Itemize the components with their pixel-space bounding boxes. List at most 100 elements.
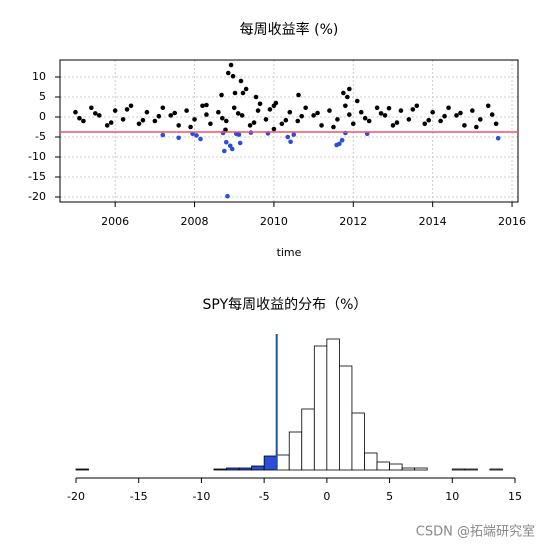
watermark: CSDN @拓端研究室 xyxy=(416,524,535,540)
point xyxy=(378,111,384,116)
point xyxy=(160,132,166,138)
point xyxy=(267,107,273,112)
point xyxy=(255,108,261,113)
bar xyxy=(301,408,315,471)
point xyxy=(136,121,142,127)
point xyxy=(263,117,269,122)
point xyxy=(394,120,400,125)
x-tick-label: 2006 xyxy=(101,215,129,228)
point xyxy=(194,133,199,138)
point xyxy=(251,120,257,125)
bar xyxy=(313,345,328,471)
point xyxy=(279,121,285,127)
point xyxy=(232,90,238,96)
point xyxy=(362,115,368,121)
point xyxy=(315,110,320,116)
x-tick-label: -10 xyxy=(192,490,210,503)
point xyxy=(124,107,130,112)
y-tick-label: -20 xyxy=(28,190,46,203)
point xyxy=(128,103,134,109)
point xyxy=(156,113,162,119)
point xyxy=(223,139,229,145)
point xyxy=(271,126,277,132)
point xyxy=(303,105,308,111)
point xyxy=(273,100,279,106)
point xyxy=(426,117,432,123)
point xyxy=(285,134,291,140)
x-tick-label: -15 xyxy=(130,490,148,503)
x-tick-label: -5 xyxy=(259,490,270,503)
x-tick-label: 2010 xyxy=(260,215,288,228)
bar xyxy=(326,338,340,471)
point xyxy=(327,108,332,113)
point xyxy=(112,108,118,113)
point xyxy=(192,117,197,122)
point xyxy=(184,108,189,113)
y-tick-label: 10 xyxy=(32,70,46,83)
point xyxy=(223,118,229,124)
bar xyxy=(401,467,416,471)
point xyxy=(225,70,231,76)
point xyxy=(454,113,459,118)
x-tick-label: 2014 xyxy=(419,215,447,228)
point xyxy=(172,110,177,116)
point xyxy=(229,146,235,152)
bar xyxy=(213,468,227,471)
point xyxy=(339,137,345,143)
bar xyxy=(489,468,503,471)
point xyxy=(140,117,146,123)
point xyxy=(257,101,263,107)
point xyxy=(335,117,340,122)
point xyxy=(366,118,372,124)
point xyxy=(283,117,289,123)
point xyxy=(96,113,102,118)
point xyxy=(296,92,301,98)
point xyxy=(438,118,443,124)
chart-title: SPY每周收益的分布（%） xyxy=(203,297,368,313)
bar xyxy=(276,454,290,471)
point xyxy=(311,113,316,118)
bar xyxy=(75,468,89,471)
bar xyxy=(288,431,303,471)
plot-frame xyxy=(59,59,519,203)
point xyxy=(168,113,174,118)
point xyxy=(319,123,324,128)
point xyxy=(462,123,467,128)
point xyxy=(230,73,236,79)
point xyxy=(93,111,98,116)
point xyxy=(343,103,348,109)
point xyxy=(299,113,305,119)
point xyxy=(331,124,336,130)
point xyxy=(430,109,435,115)
point xyxy=(291,132,297,137)
point xyxy=(81,118,86,124)
point xyxy=(228,62,234,68)
bar xyxy=(226,467,240,471)
bar xyxy=(238,467,253,471)
bar xyxy=(251,465,265,471)
point xyxy=(358,109,364,115)
point xyxy=(89,105,94,111)
point xyxy=(208,121,213,127)
point xyxy=(374,105,380,111)
point xyxy=(231,105,237,111)
point xyxy=(73,109,78,115)
point xyxy=(350,121,356,127)
point xyxy=(474,124,479,130)
x-axis-label: time xyxy=(277,246,302,259)
x-tick-label: 10 xyxy=(445,490,459,503)
point xyxy=(247,123,253,128)
y-tick-label: -5 xyxy=(35,130,46,143)
x-tick-label: 2012 xyxy=(339,215,367,228)
point xyxy=(386,105,392,111)
point xyxy=(489,112,495,117)
bar xyxy=(389,463,403,471)
point xyxy=(144,109,150,115)
point xyxy=(253,94,259,100)
point xyxy=(470,108,475,113)
point xyxy=(485,103,491,109)
point xyxy=(222,148,227,154)
point xyxy=(398,108,404,113)
x-tick-label: 2008 xyxy=(181,215,209,228)
bar xyxy=(376,461,390,471)
